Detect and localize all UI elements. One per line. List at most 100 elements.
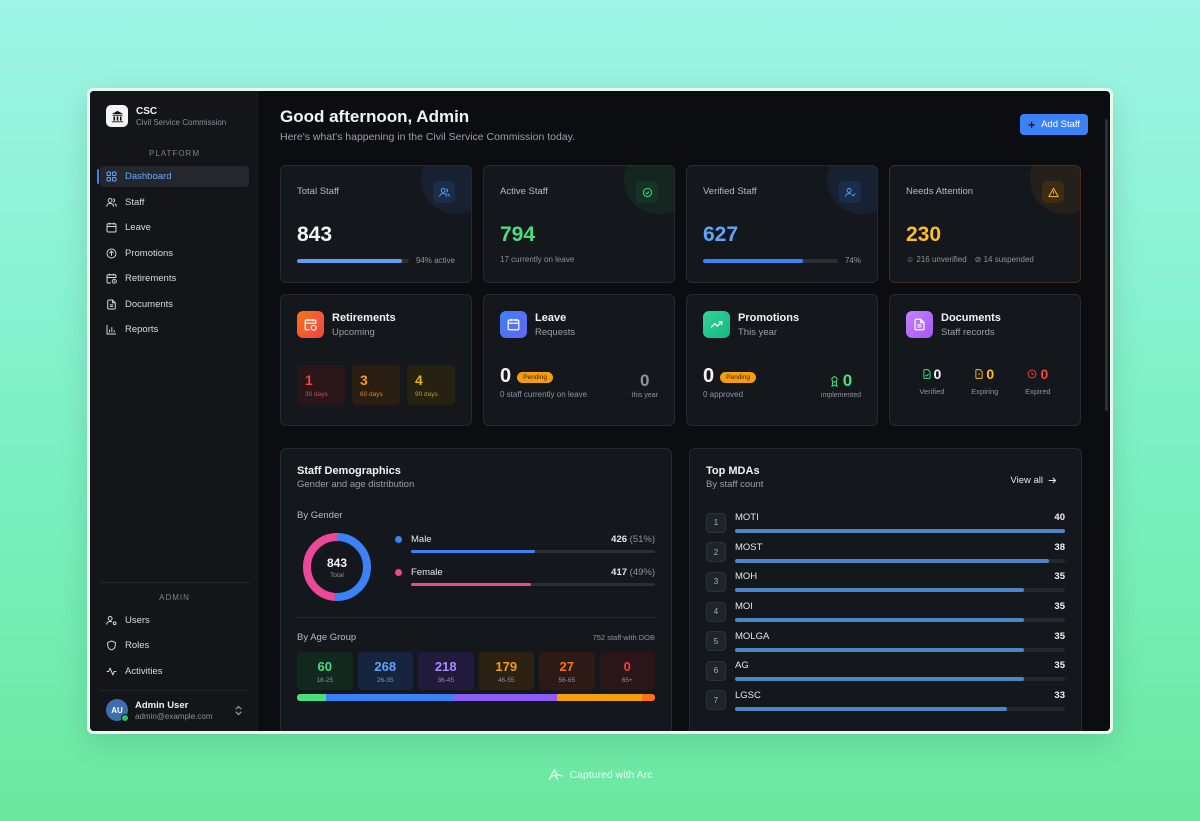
sidebar-item-users[interactable]: Users (100, 610, 249, 631)
mda-row[interactable]: 7 LGSC 33 (706, 686, 1065, 716)
age-range: 26-35 (376, 677, 394, 684)
mda-row[interactable]: 1 MOTI 40 (706, 508, 1065, 538)
retire-60-days[interactable]: 3 60 days (352, 365, 400, 405)
sidebar-item-activities[interactable]: Activities (100, 661, 249, 682)
sidebar-item-label: Roles (125, 640, 150, 651)
mda-row[interactable]: 5 MOLGA 35 (706, 626, 1065, 656)
age-box-46-55[interactable]: 179 46-55 (478, 652, 534, 690)
card-title: Documents (941, 311, 1001, 324)
brand-title: CSC (136, 105, 158, 117)
sidebar-item-dashboard[interactable]: Dashboard (97, 166, 249, 187)
verified-staff-card[interactable]: Verified Staff 627 74% (686, 165, 878, 283)
calendar-icon (106, 222, 117, 233)
main-content: Good afternoon, Admin Here's what's happ… (258, 91, 1110, 731)
docs-verified-label: Verified (919, 387, 945, 396)
unverified-count: ☺ 216 unverified (906, 255, 967, 264)
mda-list: 1 MOTI 40 2 MOST 38 3 MOH 35 4 MOI 35 5 MOLGA 35 6 AG 35 7… (706, 508, 1065, 715)
mda-bar (735, 677, 1065, 682)
dashboard-icon (106, 171, 117, 182)
clock-icon (1028, 369, 1037, 379)
total-staff-card[interactable]: Total Staff 843 94% active (280, 165, 472, 283)
sidebar-item-reports[interactable]: Reports (100, 319, 249, 340)
age-group-boxes: 60 18-25 268 26-35 218 36-45 179 46-55 (297, 652, 655, 690)
mda-name: MOI (735, 601, 753, 613)
scrollbar[interactable] (1105, 119, 1108, 411)
mda-rank: 6 (706, 660, 726, 681)
age-count: 0 (623, 659, 631, 674)
sidebar-item-documents[interactable]: Documents (100, 294, 249, 315)
mda-row[interactable]: 3 MOH 35 (706, 567, 1065, 597)
sidebar-item-label: Staff (125, 196, 145, 208)
age-count: 268 (374, 659, 397, 674)
sidebar-item-roles[interactable]: Roles (100, 635, 249, 656)
mda-row[interactable]: 6 AG 35 (706, 656, 1065, 686)
stat-value: 794 (500, 223, 536, 246)
male-row[interactable]: Male 426 (51%) (395, 534, 655, 553)
male-label: Male (411, 534, 432, 545)
retire-30-days[interactable]: 1 30 days (297, 365, 345, 405)
mda-bar (735, 647, 1065, 652)
age-range: 18-25 (316, 677, 334, 684)
mda-bar (735, 706, 1065, 711)
donut-total-label: Total (330, 571, 344, 579)
mda-row[interactable]: 4 MOI 35 (706, 597, 1065, 627)
active-staff-card[interactable]: Active Staff 794 17 currently on leave (483, 165, 675, 283)
user-email: admin@example.com (135, 711, 213, 721)
mda-name: MOH (735, 571, 758, 583)
age-segment (325, 694, 454, 701)
age-box-26-35[interactable]: 268 26-35 (357, 652, 413, 690)
mda-count: 35 (1054, 601, 1065, 613)
age-box-65-plus[interactable]: 0 65+ (599, 652, 655, 690)
gender-donut-chart[interactable]: 843 Total (301, 531, 373, 603)
sidebar-item-promotions[interactable]: Promotions (100, 243, 249, 264)
document-icon (107, 299, 116, 309)
sidebar-item-retirements[interactable]: Retirements (100, 268, 249, 289)
age-count: 179 (495, 659, 518, 674)
document-icon (906, 311, 933, 338)
docs-verified[interactable]: 0 Verified (919, 366, 944, 396)
retirements-card[interactable]: Retirements Upcoming 1 30 days 3 60 days… (280, 294, 472, 426)
age-box-36-45[interactable]: 218 36-45 (418, 652, 474, 690)
mda-bar-fill (735, 677, 1024, 682)
sidebar-item-staff[interactable]: Staff (100, 192, 249, 213)
retire-90-days[interactable]: 4 90 days (407, 365, 455, 405)
documents-card[interactable]: Documents Staff records 0 Verified (889, 294, 1081, 426)
retire-count: 3 (360, 372, 368, 388)
age-box-56-65[interactable]: 27 56-65 (539, 652, 595, 690)
mda-row[interactable]: 2 MOST 38 (706, 538, 1065, 568)
age-range: 65+ (621, 677, 633, 684)
user-menu[interactable]: AU Admin User admin@example.com (100, 690, 249, 722)
arc-caption: Captured with Arc (0, 768, 1200, 781)
progress-note: 94% active (415, 256, 455, 265)
mda-bar-fill (735, 529, 1065, 534)
user-x-icon: ☺ (906, 255, 915, 264)
implemented-count: 0 (842, 371, 853, 390)
leave-card[interactable]: Leave Requests 0 Pending 0 staff currentl… (483, 294, 675, 426)
view-all-link[interactable]: View all (1010, 475, 1057, 486)
stat-value: 843 (297, 223, 333, 246)
docs-expired[interactable]: 0 Expired (1025, 366, 1050, 396)
mda-name: AG (735, 660, 749, 672)
brand[interactable]: CSC Civil Service Commission (100, 105, 249, 127)
mda-bar (735, 529, 1065, 534)
panel-title: Staff Demographics (297, 465, 401, 477)
add-staff-button[interactable]: + Add Staff (1020, 114, 1088, 135)
donut-female-arc[interactable] (303, 533, 371, 601)
needs-attention-card[interactable]: Needs Attention 230 ☺ 216 unverified ⊘ 1… (889, 165, 1081, 283)
male-pct: (51%) (629, 534, 655, 545)
age-count: 60 (317, 659, 332, 674)
stat-title: Needs Attention (906, 186, 974, 197)
docs-expiring[interactable]: 0 Expiring (971, 366, 998, 396)
age-count: 27 (559, 659, 574, 674)
female-row[interactable]: Female 417 (49%) (395, 567, 655, 586)
mda-count: 33 (1054, 689, 1065, 701)
card-subtitle: Requests (535, 326, 576, 338)
promotions-card[interactable]: Promotions This year 0 Pending 0 approved… (686, 294, 878, 426)
mda-count: 40 (1054, 512, 1065, 524)
stat-title: Active Staff (500, 186, 548, 197)
sidebar-item-label: Documents (125, 298, 174, 310)
age-box-18-25[interactable]: 60 18-25 (297, 652, 353, 690)
male-dot (395, 536, 402, 543)
top-mdas-panel: Top MDAs By staff count View all 1 MOTI 40… (689, 448, 1082, 731)
sidebar-item-leave[interactable]: Leave (100, 217, 249, 238)
